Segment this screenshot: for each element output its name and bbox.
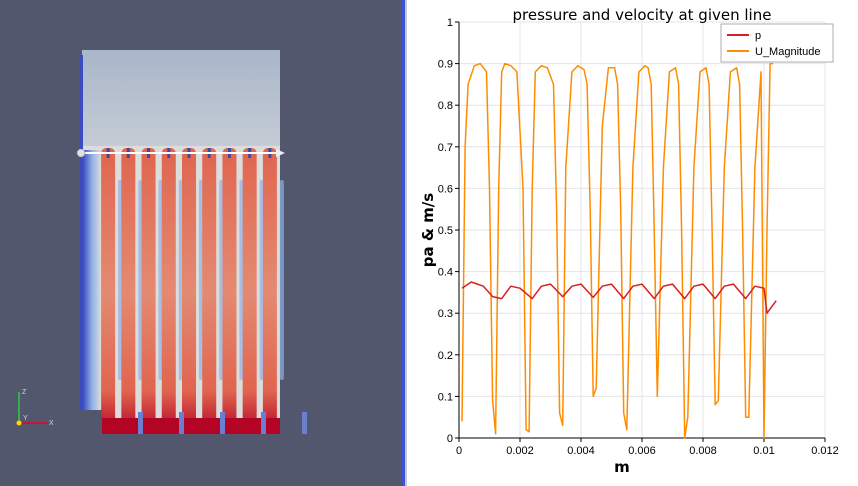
- render-view[interactable]: Z Y X: [0, 0, 402, 486]
- grid: [458, 21, 826, 439]
- jet-column: [141, 148, 156, 434]
- y-tick-label: 0.3: [438, 308, 453, 320]
- bottom-outlet: [179, 412, 184, 434]
- chart-view[interactable]: 0 0.1 0.2 0.3 0.4 0.5 0.6 0.7 0.8 0.9 1 0 0.002 0.004…: [407, 0, 858, 486]
- cool-streak: [158, 180, 163, 380]
- cool-streak: [199, 180, 203, 380]
- view-splitter[interactable]: [402, 0, 405, 486]
- legend-label: p: [755, 30, 761, 42]
- view-splitter-shadow: [405, 0, 407, 486]
- cool-streak: [279, 180, 284, 380]
- y-tick-label: 1: [447, 17, 453, 29]
- render-scene[interactable]: Z Y X: [0, 0, 402, 486]
- x-axis-label: m: [614, 458, 630, 476]
- y-tick-label: 0.7: [438, 142, 453, 154]
- probe-handle-start[interactable]: [76, 148, 86, 158]
- x-tick-label: 0.006: [628, 445, 656, 457]
- cool-streak: [138, 180, 143, 380]
- jet-column: [121, 148, 136, 434]
- chart-title: pressure and velocity at given line: [513, 6, 772, 24]
- jet-column: [101, 148, 116, 434]
- orientation-axes: Z Y X: [16, 389, 54, 427]
- cool-streak: [118, 180, 123, 380]
- y-tick-label: 0.5: [438, 225, 453, 237]
- bottom-outlet: [138, 412, 143, 434]
- legend: p U_Magnitude: [720, 23, 834, 63]
- line-chart: 0 0.1 0.2 0.3 0.4 0.5 0.6 0.7 0.8 0.9 1 0 0.002 0.004…: [419, 6, 839, 476]
- legend-label: U_Magnitude: [755, 46, 820, 58]
- y-tick-label: 0: [447, 433, 453, 445]
- cool-streak: [239, 180, 244, 380]
- y-tick-label: 0.6: [438, 183, 453, 195]
- axis-x-label: X: [49, 420, 54, 427]
- x-tick-label: 0.002: [506, 445, 534, 457]
- axis-z-label: Z: [22, 389, 27, 396]
- x-tick-label: 0.01: [753, 445, 774, 457]
- axis-y-label: Y: [23, 415, 28, 422]
- notch: [82, 410, 102, 436]
- y-tick-label: 0.1: [438, 391, 453, 403]
- y-tick-label: 0.8: [438, 100, 453, 112]
- y-tick-label: 0.9: [438, 59, 453, 71]
- left-boundary-layer: [83, 150, 101, 415]
- jet-column: [262, 148, 277, 434]
- bottom-outlet: [261, 412, 266, 434]
- series-line-u-magnitude: [461, 62, 774, 439]
- series-line-p: [461, 281, 777, 314]
- jet-column: [222, 148, 237, 434]
- probe-handle-end[interactable]: [276, 149, 285, 157]
- jet-column: [182, 148, 196, 434]
- y-axis-label: pa & m/s: [419, 193, 437, 267]
- y-tick-label: 0.4: [438, 267, 453, 279]
- cool-streak: [219, 180, 224, 380]
- x-tick-label: 0.012: [811, 445, 839, 457]
- cool-streak: [178, 180, 183, 380]
- bottom-outlet: [220, 412, 225, 434]
- jet-column: [161, 148, 176, 434]
- upper-region[interactable]: [82, 50, 280, 146]
- axis-y-dot: [16, 420, 22, 426]
- bottom-outlet: [302, 412, 307, 434]
- y-tick-label: 0.2: [438, 350, 453, 362]
- x-tick-label: 0: [456, 445, 462, 457]
- x-tick-label: 0.008: [689, 445, 717, 457]
- cool-streak: [259, 180, 264, 380]
- legend-box: [720, 23, 834, 63]
- jet-column: [242, 148, 257, 434]
- plot-area: [461, 62, 777, 439]
- left-wall: [80, 55, 83, 410]
- bottom-hot-band: [100, 418, 280, 434]
- x-tick-label: 0.004: [567, 445, 595, 457]
- jet-column: [202, 148, 217, 434]
